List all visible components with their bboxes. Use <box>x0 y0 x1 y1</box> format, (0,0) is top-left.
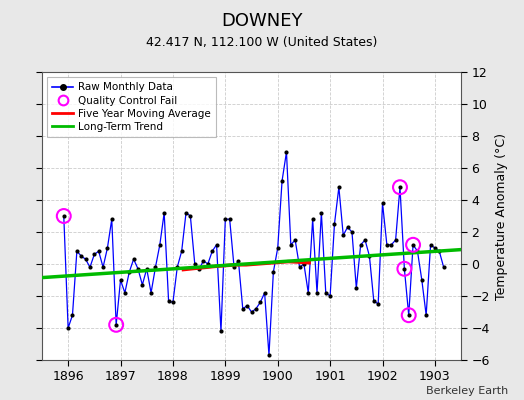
Point <box>112 322 121 328</box>
Point <box>77 253 85 259</box>
Point <box>112 322 121 328</box>
Point <box>182 210 190 216</box>
Point <box>361 237 369 243</box>
Point <box>186 213 194 219</box>
Text: Berkeley Earth: Berkeley Earth <box>426 386 508 396</box>
Point <box>422 312 430 318</box>
Point <box>160 210 168 216</box>
Point <box>103 245 112 251</box>
Point <box>427 242 435 248</box>
Point <box>221 216 230 222</box>
Point <box>173 264 181 270</box>
Point <box>230 264 238 270</box>
Point <box>121 290 129 296</box>
Point <box>391 237 400 243</box>
Point <box>204 261 212 267</box>
Point <box>60 213 68 219</box>
Point <box>225 216 234 222</box>
Point <box>348 229 356 235</box>
Point <box>274 245 282 251</box>
Point <box>396 184 404 190</box>
Point <box>317 210 325 216</box>
Point <box>309 216 317 222</box>
Point <box>378 200 387 206</box>
Point <box>143 266 151 272</box>
Point <box>431 245 439 251</box>
Point <box>387 242 396 248</box>
Point <box>343 224 352 230</box>
Point <box>413 248 422 254</box>
Point <box>326 293 334 299</box>
Point <box>374 301 383 307</box>
Text: 42.417 N, 112.100 W (United States): 42.417 N, 112.100 W (United States) <box>146 36 378 49</box>
Point <box>352 285 361 291</box>
Point <box>134 266 142 272</box>
Y-axis label: Temperature Anomaly (°C): Temperature Anomaly (°C) <box>496 132 508 300</box>
Point <box>195 266 203 272</box>
Point <box>99 264 107 270</box>
Point <box>116 277 125 283</box>
Text: DOWNEY: DOWNEY <box>221 12 303 30</box>
Point <box>234 258 243 264</box>
Point <box>217 328 225 334</box>
Point <box>330 221 339 227</box>
Point <box>156 242 164 248</box>
Point <box>238 306 247 312</box>
Point <box>405 312 413 318</box>
Point <box>68 312 77 318</box>
Point <box>296 264 304 270</box>
Legend: Raw Monthly Data, Quality Control Fail, Five Year Moving Average, Long-Term Tren: Raw Monthly Data, Quality Control Fail, … <box>47 77 216 137</box>
Point <box>247 309 256 315</box>
Point <box>81 256 90 262</box>
Point <box>64 325 72 331</box>
Point <box>256 299 265 306</box>
Point <box>212 242 221 248</box>
Point <box>73 248 81 254</box>
Point <box>208 248 216 254</box>
Point <box>287 242 295 248</box>
Point <box>322 290 330 296</box>
Point <box>278 178 286 184</box>
Point <box>94 248 103 254</box>
Point <box>169 299 177 306</box>
Point <box>313 290 321 296</box>
Point <box>440 264 448 270</box>
Point <box>291 237 299 243</box>
Point <box>409 242 417 248</box>
Point <box>138 282 147 288</box>
Point <box>435 248 443 254</box>
Point <box>125 269 134 275</box>
Point <box>90 251 99 258</box>
Point <box>165 298 173 304</box>
Point <box>282 149 291 155</box>
Point <box>86 264 94 270</box>
Point <box>409 242 417 248</box>
Point <box>418 277 426 283</box>
Point <box>396 184 404 190</box>
Point <box>400 266 409 272</box>
Point <box>243 302 252 309</box>
Point <box>265 352 273 358</box>
Point <box>147 290 155 296</box>
Point <box>252 306 260 312</box>
Point <box>178 248 186 254</box>
Point <box>356 242 365 248</box>
Point <box>129 256 138 262</box>
Point <box>199 258 208 264</box>
Point <box>300 261 308 267</box>
Point <box>60 213 68 219</box>
Point <box>369 298 378 304</box>
Point <box>405 312 413 318</box>
Point <box>400 266 409 272</box>
Point <box>107 216 116 222</box>
Point <box>304 290 312 296</box>
Point <box>269 269 278 275</box>
Point <box>365 253 374 259</box>
Point <box>260 290 269 296</box>
Point <box>335 184 343 190</box>
Point <box>339 232 347 238</box>
Point <box>151 264 160 270</box>
Point <box>191 261 199 267</box>
Point <box>383 242 391 248</box>
